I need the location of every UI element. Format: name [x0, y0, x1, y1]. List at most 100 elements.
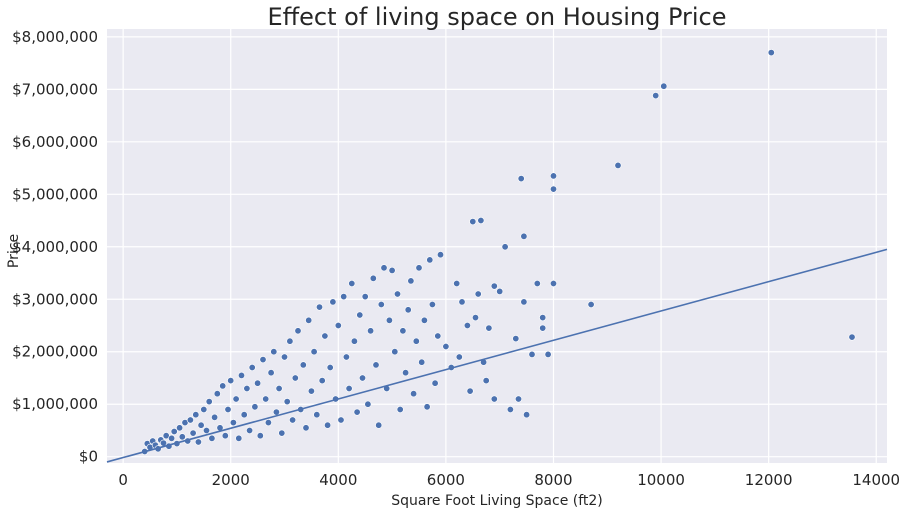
y-tick-label: $7,000,000 — [12, 80, 98, 98]
scatter-point — [520, 232, 528, 240]
scatter-point — [436, 251, 444, 259]
scatter-point — [189, 429, 197, 437]
scatter-point — [372, 361, 380, 369]
scatter-point — [270, 348, 278, 356]
x-tick-label: 0 — [118, 471, 128, 489]
scatter-point — [243, 384, 251, 392]
scatter-point — [385, 316, 393, 324]
x-tick-label: 8000 — [534, 471, 572, 489]
y-axis-ticks: $0 $1,000,000 $2,000,000 $3,000,000 $4,000,0… — [12, 28, 98, 466]
scatter-point — [367, 327, 375, 335]
x-tick-label: 12000 — [745, 471, 793, 489]
scatter-point — [221, 432, 229, 440]
scatter-point — [506, 405, 514, 413]
scatter-point — [329, 298, 337, 306]
scatter-point — [614, 161, 622, 169]
scatter-point — [246, 426, 254, 434]
scatter-point — [431, 379, 439, 387]
y-tick-label: $6,000,000 — [12, 133, 98, 151]
scatter-point — [477, 217, 485, 225]
scatter-point — [474, 290, 482, 298]
scatter-point — [176, 424, 184, 432]
scatter-point — [203, 426, 211, 434]
scatter-point — [264, 419, 272, 427]
scatter-point — [248, 363, 256, 371]
scatter-point — [426, 256, 434, 264]
x-axis-ticks: 0 2000 4000 6000 8000 10000 12000 14000 — [118, 471, 900, 489]
x-tick-label: 6000 — [427, 471, 465, 489]
scatter-point — [307, 387, 315, 395]
scatter-point — [418, 358, 426, 366]
scatter-point — [549, 172, 557, 180]
y-tick-label: $8,000,000 — [12, 28, 98, 46]
scatter-point — [369, 274, 377, 282]
scatter-point — [251, 403, 259, 411]
scatter-point — [587, 300, 595, 308]
scatter-point — [533, 279, 541, 287]
scatter-point — [337, 416, 345, 424]
scatter-point — [259, 356, 267, 364]
plot-background — [107, 29, 887, 463]
scatter-point — [539, 314, 547, 322]
scatter-point — [178, 433, 186, 441]
scatter-point — [186, 416, 194, 424]
scatter-point — [348, 279, 356, 287]
scatter-point — [402, 369, 410, 377]
scatter-point — [485, 324, 493, 332]
scatter-point — [232, 395, 240, 403]
y-tick-label: $0 — [79, 448, 98, 466]
scatter-point — [466, 387, 474, 395]
y-axis-label: Price — [6, 234, 22, 268]
scatter-point — [404, 306, 412, 314]
scatter-point — [229, 419, 237, 427]
scatter-point — [267, 369, 275, 377]
scatter-point — [256, 432, 264, 440]
scatter-point — [520, 298, 528, 306]
scatter-point — [345, 384, 353, 392]
x-tick-label: 2000 — [212, 471, 250, 489]
scatter-point — [512, 335, 520, 343]
scatter-point — [213, 390, 221, 398]
y-tick-label: $3,000,000 — [12, 290, 98, 308]
scatter-point — [375, 421, 383, 429]
scatter-point — [340, 293, 348, 301]
scatter-point — [358, 374, 366, 382]
scatter-point — [453, 279, 461, 287]
scatter-point — [410, 390, 418, 398]
scatter-point — [350, 337, 358, 345]
scatter-point — [200, 405, 208, 413]
scatter-point — [415, 264, 423, 272]
scatter-point — [471, 314, 479, 322]
scatter-point — [211, 413, 219, 421]
scatter-point — [412, 337, 420, 345]
scatter-point — [318, 377, 326, 385]
y-tick-label: $2,000,000 — [12, 343, 98, 361]
gridlines — [107, 29, 887, 463]
scatter-point — [192, 411, 200, 419]
scatter-point — [238, 371, 246, 379]
scatter-point — [528, 350, 536, 358]
scatter-point — [310, 348, 318, 356]
scatter-point — [194, 438, 202, 446]
scatter-point — [544, 350, 552, 358]
scatter-point — [334, 321, 342, 329]
scatter-point — [463, 321, 471, 329]
scatter-point — [539, 324, 547, 332]
scatter-point — [326, 363, 334, 371]
scatter-point — [299, 361, 307, 369]
scatter-point — [490, 395, 498, 403]
scatter-point — [652, 92, 660, 100]
scatter-point — [399, 327, 407, 335]
scatter-point — [235, 434, 243, 442]
scatter-point — [283, 398, 291, 406]
scatter-point — [197, 421, 205, 429]
x-tick-label: 10000 — [637, 471, 685, 489]
scatter-point — [305, 316, 313, 324]
scatter-point — [289, 416, 297, 424]
scatter-point — [324, 421, 332, 429]
chart-title: Effect of living space on Housing Price — [267, 3, 726, 31]
scatter-point — [549, 279, 557, 287]
scatter-point — [342, 353, 350, 361]
scatter-point — [205, 398, 213, 406]
